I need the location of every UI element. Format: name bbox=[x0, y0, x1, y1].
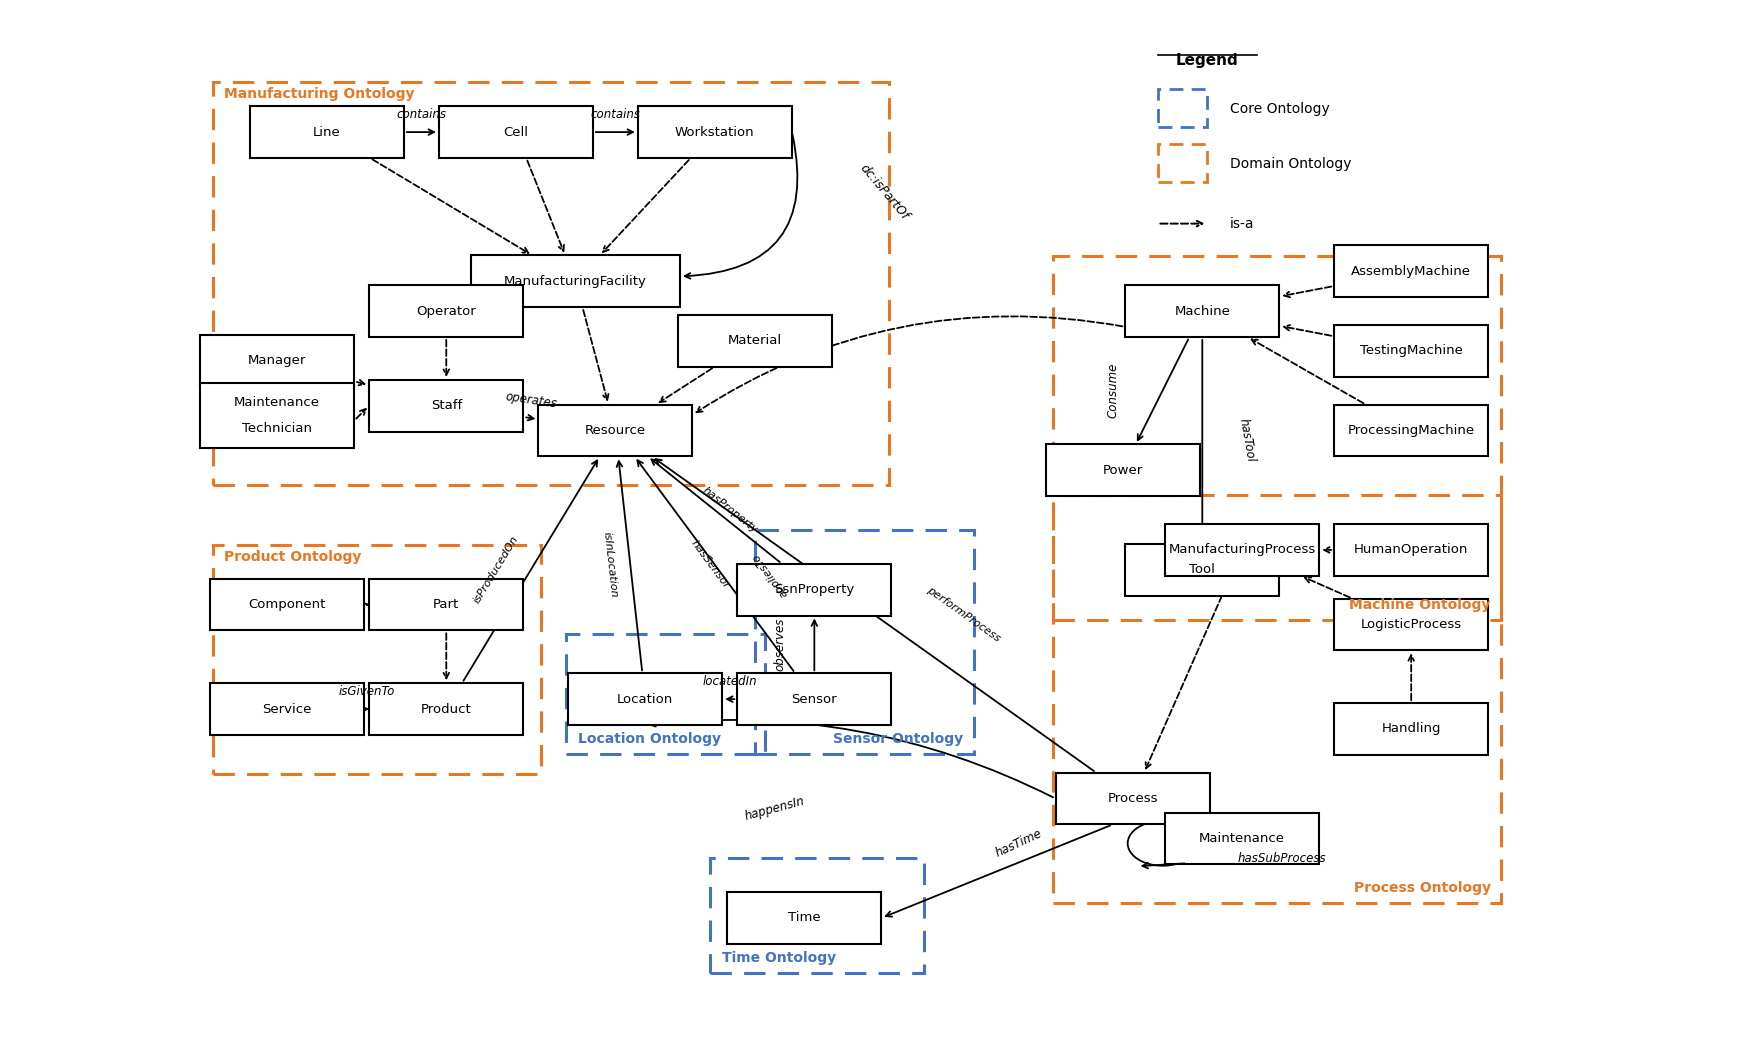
Text: Manager: Manager bbox=[248, 354, 306, 368]
FancyBboxPatch shape bbox=[1334, 246, 1488, 297]
Text: Component: Component bbox=[248, 598, 325, 612]
Text: Time Ontology: Time Ontology bbox=[722, 951, 836, 965]
Text: contains: contains bbox=[395, 108, 446, 121]
FancyBboxPatch shape bbox=[439, 106, 592, 158]
Text: is-a: is-a bbox=[1230, 216, 1254, 231]
Text: Sensor: Sensor bbox=[791, 692, 836, 706]
Text: Tool: Tool bbox=[1189, 563, 1214, 577]
FancyBboxPatch shape bbox=[736, 673, 891, 725]
Text: isInLocation: isInLocation bbox=[601, 531, 618, 598]
Text: Technician: Technician bbox=[242, 422, 313, 435]
Text: LogisticProcess: LogisticProcess bbox=[1360, 618, 1460, 631]
FancyBboxPatch shape bbox=[200, 384, 355, 448]
FancyBboxPatch shape bbox=[538, 405, 692, 457]
FancyBboxPatch shape bbox=[209, 684, 364, 735]
FancyBboxPatch shape bbox=[1334, 405, 1488, 457]
Text: isGivenTo: isGivenTo bbox=[339, 685, 395, 697]
FancyBboxPatch shape bbox=[1045, 444, 1198, 496]
FancyBboxPatch shape bbox=[1054, 773, 1209, 825]
Text: Location Ontology: Location Ontology bbox=[578, 731, 720, 746]
Text: Manufacturing Ontology: Manufacturing Ontology bbox=[225, 87, 415, 102]
Text: Staff: Staff bbox=[430, 400, 462, 412]
Text: Power: Power bbox=[1102, 464, 1142, 477]
Text: Machine: Machine bbox=[1174, 304, 1230, 318]
Text: Workstation: Workstation bbox=[675, 125, 754, 139]
Text: appliesTo: appliesTo bbox=[750, 551, 789, 599]
FancyBboxPatch shape bbox=[1334, 325, 1488, 376]
FancyBboxPatch shape bbox=[1165, 813, 1318, 864]
FancyBboxPatch shape bbox=[736, 564, 891, 616]
Text: Cell: Cell bbox=[503, 125, 529, 139]
Text: SsnProperty: SsnProperty bbox=[773, 583, 854, 596]
Text: hasProperty: hasProperty bbox=[699, 485, 759, 535]
Text: Handling: Handling bbox=[1381, 723, 1441, 736]
Text: Material: Material bbox=[727, 335, 782, 348]
Text: ManufacturingFacility: ManufacturingFacility bbox=[504, 275, 647, 288]
Text: Process: Process bbox=[1107, 792, 1158, 806]
FancyBboxPatch shape bbox=[369, 285, 524, 337]
FancyBboxPatch shape bbox=[1165, 524, 1318, 576]
FancyBboxPatch shape bbox=[209, 579, 364, 631]
FancyBboxPatch shape bbox=[568, 673, 722, 725]
Text: operates: operates bbox=[504, 390, 557, 410]
Text: Resource: Resource bbox=[585, 424, 645, 437]
FancyBboxPatch shape bbox=[1124, 544, 1279, 596]
Text: Maintenance: Maintenance bbox=[234, 396, 320, 409]
FancyBboxPatch shape bbox=[1334, 599, 1488, 651]
Text: Part: Part bbox=[432, 598, 459, 612]
FancyBboxPatch shape bbox=[369, 579, 524, 631]
Text: TestingMachine: TestingMachine bbox=[1358, 344, 1462, 357]
FancyBboxPatch shape bbox=[249, 106, 404, 158]
Text: ManufacturingProcess: ManufacturingProcess bbox=[1168, 544, 1314, 556]
Text: Legend: Legend bbox=[1175, 53, 1239, 68]
Text: AssemblyMachine: AssemblyMachine bbox=[1351, 265, 1471, 278]
Text: Domain Ontology: Domain Ontology bbox=[1230, 157, 1351, 171]
Text: dc:isPartOf: dc:isPartOf bbox=[856, 161, 910, 223]
FancyBboxPatch shape bbox=[727, 893, 880, 943]
Text: Line: Line bbox=[313, 125, 341, 139]
Text: Consume: Consume bbox=[1105, 363, 1119, 419]
Text: Maintenance: Maintenance bbox=[1198, 832, 1284, 845]
Text: hasSensor: hasSensor bbox=[689, 538, 731, 591]
FancyBboxPatch shape bbox=[369, 684, 524, 735]
Text: Core Ontology: Core Ontology bbox=[1230, 102, 1328, 117]
Text: performProcess: performProcess bbox=[924, 585, 1001, 644]
FancyBboxPatch shape bbox=[471, 255, 680, 307]
Text: Product: Product bbox=[420, 703, 471, 716]
Text: hasTime: hasTime bbox=[993, 827, 1044, 860]
Text: isProducedOn: isProducedOn bbox=[471, 534, 520, 605]
Text: Sensor Ontology: Sensor Ontology bbox=[833, 731, 963, 746]
Text: Process Ontology: Process Ontology bbox=[1353, 881, 1490, 895]
FancyBboxPatch shape bbox=[676, 315, 831, 367]
Text: Operator: Operator bbox=[416, 304, 476, 318]
Text: hasSubProcess: hasSubProcess bbox=[1237, 852, 1325, 865]
Text: HumanOperation: HumanOperation bbox=[1353, 544, 1467, 556]
FancyBboxPatch shape bbox=[200, 335, 355, 387]
FancyBboxPatch shape bbox=[1334, 524, 1488, 576]
Text: happensIn: happensIn bbox=[743, 794, 805, 823]
Text: locatedIn: locatedIn bbox=[703, 675, 757, 688]
Text: contains: contains bbox=[590, 108, 640, 121]
Text: observes: observes bbox=[773, 618, 785, 671]
Text: ProcessingMachine: ProcessingMachine bbox=[1348, 424, 1474, 437]
Text: Machine Ontology: Machine Ontology bbox=[1349, 598, 1490, 612]
Text: Service: Service bbox=[262, 703, 311, 716]
Text: Time: Time bbox=[787, 912, 821, 924]
FancyBboxPatch shape bbox=[1334, 703, 1488, 755]
Text: Product Ontology: Product Ontology bbox=[225, 550, 362, 564]
FancyBboxPatch shape bbox=[369, 379, 524, 431]
Text: Location: Location bbox=[617, 692, 673, 706]
Text: hasTool: hasTool bbox=[1237, 418, 1256, 463]
FancyBboxPatch shape bbox=[1124, 285, 1279, 337]
FancyBboxPatch shape bbox=[638, 106, 791, 158]
